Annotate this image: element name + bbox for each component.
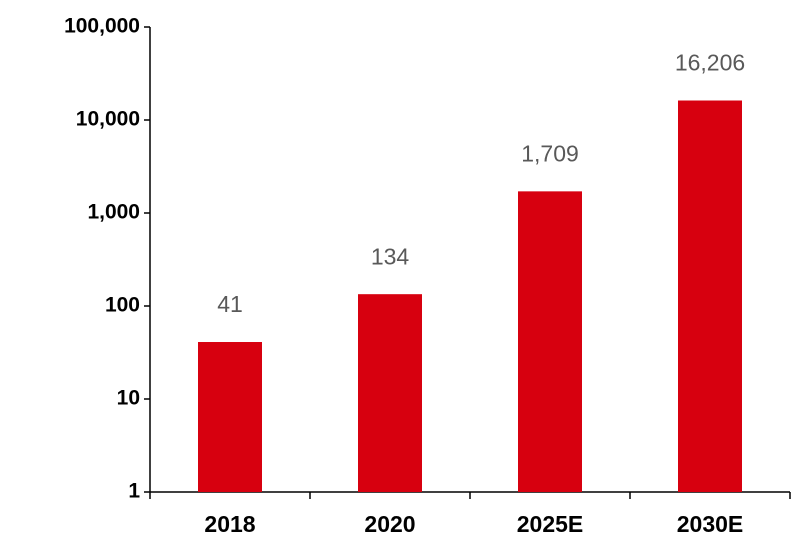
bar xyxy=(678,100,742,492)
bar xyxy=(358,294,422,492)
data-label: 134 xyxy=(371,243,410,269)
x-tick-label: 2030E xyxy=(677,511,744,537)
data-label: 16,206 xyxy=(675,50,745,76)
y-tick-label: 100 xyxy=(105,294,140,317)
y-tick-label: 10 xyxy=(117,387,140,410)
y-tick-label: 100,000 xyxy=(64,15,140,38)
bar xyxy=(518,191,582,493)
y-tick-label: 1,000 xyxy=(87,201,140,224)
data-label: 1,709 xyxy=(521,140,579,166)
y-tick-label: 10,000 xyxy=(76,108,140,131)
x-tick-label: 2020 xyxy=(364,511,415,537)
x-tick-label: 2025E xyxy=(517,511,584,537)
bar xyxy=(198,342,262,492)
y-tick-label: 1 xyxy=(128,480,140,503)
data-label: 41 xyxy=(217,291,243,317)
x-tick-label: 2018 xyxy=(204,511,255,537)
